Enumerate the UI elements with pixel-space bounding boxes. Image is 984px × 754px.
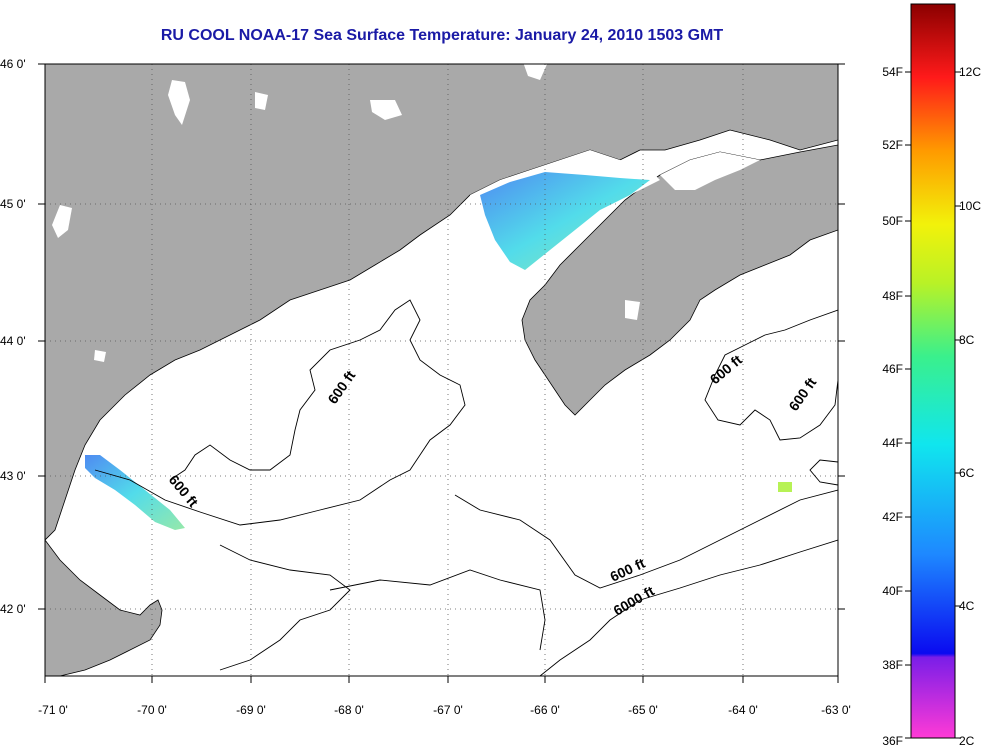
lat-tick-label: 42 0' (0, 602, 26, 616)
colorbar-c-label: 6C (959, 466, 975, 480)
grid-lines (45, 64, 838, 676)
colorbar: 54F 52F 50F 48F 46F 44F 42F 40F 38F 36F … (882, 3, 981, 748)
colorbar-f-label: 42F (882, 510, 903, 524)
colorbar-f-label: 36F (882, 734, 903, 748)
colorbar-gradient (910, 3, 956, 739)
lat-tick-label: 44 0' (0, 334, 26, 348)
sst-patch-fundy (480, 172, 650, 270)
depth-contours (94, 299, 838, 676)
land-new-england (45, 64, 838, 541)
colorbar-c-label: 8C (959, 333, 975, 347)
colorbar-f-label: 54F (882, 65, 903, 79)
lon-tick-label: -68 0' (334, 703, 364, 717)
lat-tick-label: 43 0' (0, 469, 26, 483)
colorbar-c-label: 10C (959, 199, 981, 213)
sst-patch-massachusetts (85, 455, 185, 530)
colorbar-f-label: 52F (882, 138, 903, 152)
lon-tick-label: -64 0' (728, 703, 758, 717)
colorbar-f-label: 38F (882, 658, 903, 672)
colorbar-f-label: 50F (882, 214, 903, 228)
colorbar-c-label: 2C (959, 734, 975, 748)
lon-tick-label: -63 0' (821, 703, 851, 717)
axis-ticks (38, 63, 845, 683)
colorbar-f-label: 48F (882, 289, 903, 303)
lon-tick-label: -70 0' (137, 703, 167, 717)
map-frame: 600 ft 600 ft 600 ft 600 ft 6000 ft 600 … (44, 63, 839, 677)
colorbar-f-label: 46F (882, 362, 903, 376)
colorbar-f-label: 40F (882, 584, 903, 598)
map-title: RU COOL NOAA-17 Sea Surface Temperature:… (160, 27, 724, 44)
longitude-axis: -71 0' -70 0' -69 0' -68 0' -67 0' -66 0… (38, 703, 851, 717)
colorbar-c-label: 12C (959, 65, 981, 79)
lon-tick-label: -69 0' (236, 703, 266, 717)
sst-speck (778, 482, 792, 492)
lon-tick-label: -66 0' (530, 703, 560, 717)
colorbar-c-label: 4C (959, 599, 975, 613)
lon-tick-label: -65 0' (628, 703, 658, 717)
lon-tick-label: -71 0' (38, 703, 68, 717)
lat-tick-label: 45 0' (0, 197, 26, 211)
latitude-axis: 46 0' 45 0' 44 0' 43 0' 42 0' (0, 57, 26, 616)
lon-tick-label: -67 0' (433, 703, 463, 717)
colorbar-f-label: 44F (882, 436, 903, 450)
lat-tick-label: 46 0' (0, 57, 26, 71)
land-cape-cod (45, 539, 163, 676)
